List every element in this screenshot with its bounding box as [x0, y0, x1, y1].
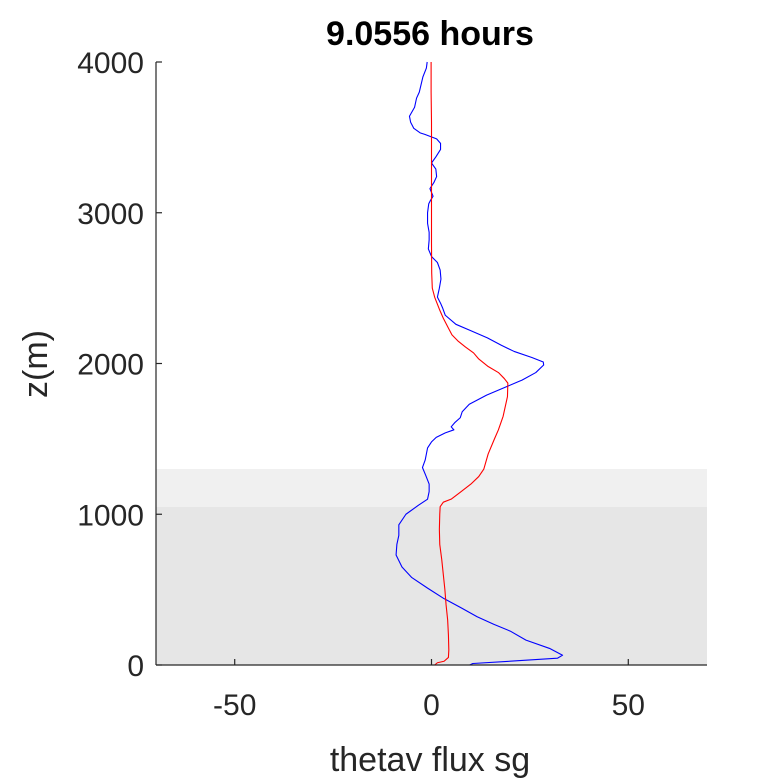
y-tick-label: 0 — [127, 650, 144, 683]
series-lines — [395, 61, 564, 666]
y-tick-label: 4000 — [77, 47, 144, 80]
shaded-bands — [156, 469, 707, 665]
x-tick-label: 0 — [423, 689, 440, 722]
y-tick-label: 3000 — [77, 198, 144, 231]
chart-title: 9.0556 hours — [326, 15, 534, 53]
blue-series-line — [395, 61, 564, 666]
y-tick-label: 2000 — [77, 349, 144, 382]
y-tick-label: 1000 — [77, 499, 144, 532]
x-tick-label: -50 — [213, 689, 256, 722]
shaded-band-1 — [156, 469, 707, 507]
x-axis-label: thetav flux sg — [330, 741, 530, 779]
axes — [155, 61, 707, 666]
shaded-band-0 — [156, 506, 707, 665]
y-axis-label: z(m) — [17, 330, 55, 398]
red-series-line — [430, 62, 509, 666]
x-tick-label: 50 — [612, 689, 645, 722]
